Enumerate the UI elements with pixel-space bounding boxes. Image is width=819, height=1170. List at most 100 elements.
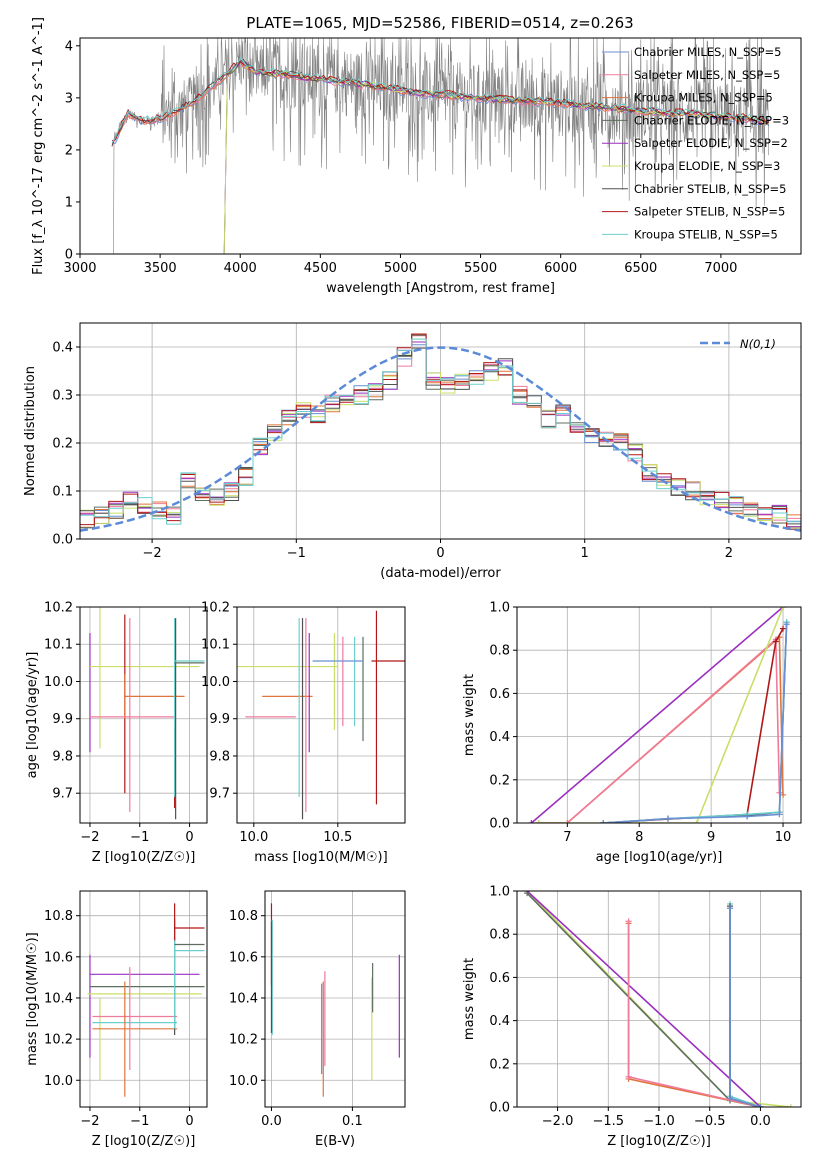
y-tick-label: 0.2	[489, 1057, 510, 1072]
y-tick-label: 10.6	[44, 950, 73, 965]
x-tick-label: −1	[130, 1114, 149, 1129]
weight-marker-chabrier_miles	[727, 905, 733, 912]
y-tick-label: 0.0	[52, 533, 73, 548]
weight-marker-kroupa_elodie	[535, 820, 542, 823]
x-axis-label: wavelength [Angstrom, rest frame]	[326, 281, 555, 296]
y-axis-label: mass weight	[462, 958, 477, 1040]
y-axis-label: Flux [f_λ 10^-17 erg cm^-2 s^-1 A^-1]	[31, 17, 46, 275]
x-tick-label: 5000	[384, 261, 417, 276]
legend-label-salpeter_elodie: Salpeter ELODIE, N_SSP=2	[634, 136, 788, 150]
legend-label-normal: N(0,1)	[740, 337, 776, 351]
weight-marker-kroupa_elodie	[787, 1104, 794, 1107]
series-line-kroupa_stelib	[111, 57, 770, 143]
y-tick-label: 10.0	[229, 1074, 258, 1089]
weight-marker-chabrier_miles	[744, 813, 751, 820]
x-tick-label: 10.5	[323, 830, 352, 845]
legend-label-kroupa_elodie: Kroupa ELODIE, N_SSP=3	[634, 159, 780, 173]
y-tick-label: 10.1	[201, 638, 230, 653]
weight-line-kroupa_elodie	[538, 607, 784, 823]
y-tick-label: 9.7	[52, 787, 73, 802]
panel-age_vs_Z: −2 −1 0 9.7 9.8 9.9 10.0 10.1 10.2 Z [log10(Z/Z☉)…	[25, 601, 208, 865]
x-axis-label: Z [log10(Z/Z☉)]	[92, 850, 196, 865]
y-tick-label: 0.0	[489, 1101, 510, 1116]
x-tick-label: 7	[563, 830, 571, 845]
y-axis-label: mass weight	[462, 674, 477, 756]
legend-label-kroupa_miles: Kroupa MILES, N_SSP=5	[634, 91, 773, 105]
x-tick-label: 6500	[624, 261, 657, 276]
x-tick-label: −2	[80, 1114, 99, 1129]
x-tick-label: 0	[185, 1114, 193, 1129]
x-tick-label: 1	[581, 546, 589, 561]
y-tick-label: 0.4	[489, 730, 510, 745]
x-tick-label: −2.0	[542, 1114, 574, 1129]
panel-massweight_vs_age: 7 8 9 10 0.0 0.2 0.4 0.6 0.8 1.0 age [log10(age/yr…	[462, 601, 802, 865]
x-tick-label: 6000	[544, 261, 577, 276]
x-axis-label: Z [log10(Z/Z☉)]	[607, 1134, 711, 1149]
plot-area-massweight_vs_Z	[524, 891, 794, 1107]
y-tick-label: 0.6	[489, 687, 510, 702]
plot-area-massweight_vs_age	[528, 607, 790, 823]
x-tick-label: 3000	[63, 261, 96, 276]
y-tick-label: 1	[65, 195, 73, 210]
legend-label-chabrier_elodie: Chabrier ELODIE, N_SSP=3	[634, 113, 789, 127]
axes-frame	[516, 606, 802, 824]
legend-label-salpeter_stelib: Salpeter STELIB, N_SSP=5	[634, 205, 785, 219]
y-tick-label: 10.4	[44, 991, 73, 1006]
y-tick-label: 4	[65, 39, 73, 54]
x-tick-label: −2	[80, 830, 99, 845]
y-tick-label: 0.2	[52, 437, 73, 452]
y-tick-label: 0.1	[52, 485, 73, 500]
legend-label-chabrier_miles: Chabrier MILES, N_SSP=5	[634, 45, 781, 59]
x-tick-label: −1.5	[592, 1114, 624, 1129]
weight-marker-chabrier_miles	[727, 1095, 733, 1102]
histogram-step-kroupa_stelib	[80, 338, 801, 525]
panel-spectrum: 3000 3500 4000 4500 5000 5500 6000 6500 7000 0 1 2 3…	[31, 17, 802, 296]
x-tick-label: 0	[185, 830, 193, 845]
y-tick-label: 0.4	[489, 1014, 510, 1029]
weight-marker-salpeter_miles	[625, 1073, 632, 1080]
weight-marker-chabrier_miles	[783, 621, 790, 628]
y-tick-label: 9.8	[52, 749, 73, 764]
x-axis-label: (data-model)/error	[380, 566, 501, 581]
y-tick-label: 10.8	[44, 909, 73, 924]
x-tick-label: −1	[287, 546, 306, 561]
x-tick-label: −2	[143, 546, 162, 561]
x-tick-label: 10	[775, 830, 792, 845]
y-tick-label: 10.4	[229, 991, 258, 1006]
y-tick-label: 10.2	[44, 1033, 73, 1048]
weight-marker-salpeter_stelib	[772, 638, 779, 645]
panel-mass_vs_Z: −2 −1 0 10.0 10.2 10.4 10.6 10.8 Z [log10(Z/Z☉)]…	[25, 890, 208, 1149]
plot-area-residuals	[80, 333, 801, 532]
figure-title: PLATE=1065, MJD=52586, FIBERID=0514, z=0…	[246, 14, 633, 32]
weight-marker-chabrier_miles	[664, 815, 671, 822]
y-tick-label: 10.2	[229, 1033, 258, 1048]
weight-marker-salpeter_miles	[564, 820, 571, 823]
x-axis-label: E(B-V)	[315, 1134, 355, 1149]
y-tick-label: 0.3	[52, 389, 73, 404]
weight-marker-chabrier_miles	[757, 1104, 764, 1107]
x-tick-label: 7000	[704, 261, 737, 276]
y-tick-label: 0.0	[489, 817, 510, 832]
legend-label-kroupa_stelib: Kroupa STELIB, N_SSP=5	[634, 227, 778, 241]
weight-marker-chabrier_miles	[776, 811, 783, 818]
normal-curve-line	[80, 346, 801, 532]
y-tick-label: 10.2	[44, 601, 73, 616]
x-tick-label: 4500	[304, 261, 337, 276]
y-tick-label: 0.2	[489, 773, 510, 788]
weight-marker-salpeter_elodie	[528, 820, 535, 823]
y-tick-label: 3	[65, 91, 73, 106]
plot-area-mass_vs_ebv	[270, 903, 400, 1097]
y-tick-label: 10.6	[229, 950, 258, 965]
x-tick-label: 0.1	[342, 1114, 363, 1129]
axes-frame	[264, 890, 406, 1108]
y-tick-label: 9.7	[209, 787, 230, 802]
y-tick-label: 1.0	[489, 885, 510, 900]
weight-line-salpeter_elodie	[526, 891, 761, 1107]
axes-frame	[79, 890, 208, 1108]
y-tick-label: 10.2	[201, 601, 230, 616]
y-tick-label: 0.8	[489, 928, 510, 943]
y-tick-label: 9.8	[209, 749, 230, 764]
panels: 3000 3500 4000 4500 5000 5500 6000 6500 70000123…	[23, 17, 802, 1149]
x-tick-label: 0	[436, 546, 444, 561]
panel-massweight_vs_Z: −2.0 −1.5 −1.0 −0.5 0.0 0.0 0.2 0.4 0.6 0.8 1.0 Z […	[462, 885, 802, 1149]
